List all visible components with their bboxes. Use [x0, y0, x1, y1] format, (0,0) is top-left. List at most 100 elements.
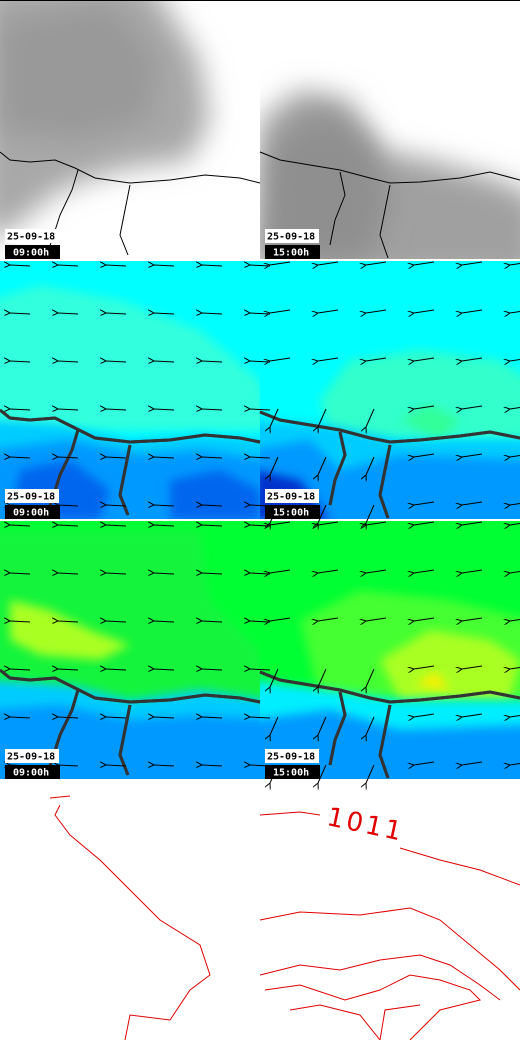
wind-arrow — [366, 309, 387, 313]
wind-arrow — [202, 313, 223, 314]
wind-arrow — [318, 764, 327, 783]
wind-arrow — [318, 716, 327, 735]
wind-arrow — [510, 618, 520, 621]
wind-arrow — [414, 357, 435, 361]
wind-arrow — [318, 408, 327, 427]
wind-arrow — [10, 669, 31, 670]
wind-arrow — [270, 309, 291, 313]
wind-arrow — [106, 265, 127, 266]
wind-arrow — [462, 761, 483, 765]
panel-date: 25-09-18 — [267, 492, 315, 503]
wind-arrow — [318, 504, 327, 523]
wind-arrow — [10, 621, 31, 622]
wind-arrow — [462, 617, 483, 621]
panel-time: 09:00h — [13, 768, 49, 779]
panel-date: 25-09-18 — [267, 232, 315, 243]
wind-arrow — [58, 313, 79, 314]
wind-arrow — [58, 621, 79, 622]
wind-arrow — [154, 525, 175, 526]
wind-arrow — [366, 617, 387, 621]
wind-arrow — [462, 309, 483, 313]
wind-arrow — [58, 669, 79, 670]
date-box — [265, 749, 319, 763]
wind-arrow — [318, 521, 339, 525]
wind-arrow — [366, 716, 375, 735]
pressure-contours — [49, 795, 520, 1040]
contour-label: 1011 — [324, 802, 407, 848]
wind-arrow — [106, 621, 127, 622]
wind-arrow — [250, 669, 271, 670]
wind-arrow — [58, 573, 79, 574]
wind-arrow — [154, 361, 175, 362]
wind-arrow — [366, 261, 387, 265]
wind-arrow — [414, 713, 435, 717]
wind-arrow — [270, 408, 279, 427]
wind-arrow — [10, 409, 31, 410]
wind-arrow — [510, 570, 520, 573]
wind-arrow — [58, 409, 79, 410]
wind-arrow — [462, 261, 483, 265]
wind-arrow — [510, 358, 520, 361]
wind-arrow — [58, 265, 79, 266]
wind-arrow — [154, 457, 175, 458]
panel-date: 25-09-18 — [7, 232, 55, 243]
wind-arrow — [414, 521, 435, 525]
wind-arrow — [154, 573, 175, 574]
wind-arrow — [202, 505, 223, 506]
wind-arrow — [154, 265, 175, 266]
wind-arrow — [318, 569, 339, 573]
wind-arrow — [270, 261, 291, 265]
wind-map — [260, 520, 520, 780]
wind-arrow — [318, 309, 339, 313]
wind-arrow — [414, 261, 435, 265]
wind-arrow — [58, 765, 79, 766]
wind-arrow — [510, 262, 520, 265]
wind-arrow — [106, 525, 127, 526]
wind-arrow — [462, 665, 483, 669]
wind-arrow — [106, 361, 127, 362]
wind-arrow — [462, 713, 483, 717]
wind-arrow — [154, 621, 175, 622]
wind-arrow — [462, 569, 483, 573]
wind-arrow — [202, 621, 223, 622]
wind-arrow — [10, 457, 31, 458]
wind-arrow — [366, 456, 375, 475]
panel-date: 25-09-18 — [7, 752, 55, 763]
wind-arrow — [58, 361, 79, 362]
time-box — [265, 245, 320, 259]
coastlines — [0, 408, 520, 782]
wind-arrow — [202, 457, 223, 458]
date-box — [5, 229, 59, 243]
wind-arrow — [318, 617, 339, 621]
wind-arrow — [414, 761, 435, 765]
panel-borders — [0, 259, 520, 781]
wind-arrow — [462, 357, 483, 361]
wind-arrow — [462, 405, 483, 409]
wind-arrow — [270, 357, 291, 361]
wind-arrow — [250, 457, 271, 458]
wind-arrow — [58, 525, 79, 526]
wind-arrow — [366, 764, 375, 783]
wind-arrow — [414, 569, 435, 573]
wind-arrow — [414, 453, 435, 457]
wind-arrow — [58, 457, 79, 458]
time-box — [265, 505, 320, 519]
wind-arrow — [414, 501, 435, 505]
wind-arrow — [510, 666, 520, 669]
wind-arrow — [270, 716, 279, 735]
wind-arrow — [58, 717, 79, 718]
panel-time: 09:00h — [13, 508, 49, 519]
wind-arrow — [366, 408, 375, 427]
wind-arrow — [106, 669, 127, 670]
wind-arrow — [106, 313, 127, 314]
date-box — [265, 489, 319, 503]
wind-arrow — [318, 456, 327, 475]
wind-arrow — [202, 361, 223, 362]
wind-arrow — [106, 505, 127, 506]
wind-arrow — [318, 261, 339, 265]
wind-arrow — [58, 505, 79, 506]
wind-arrow — [366, 504, 375, 523]
wind-arrow — [10, 313, 31, 314]
panel-date: 25-09-18 — [267, 752, 315, 763]
